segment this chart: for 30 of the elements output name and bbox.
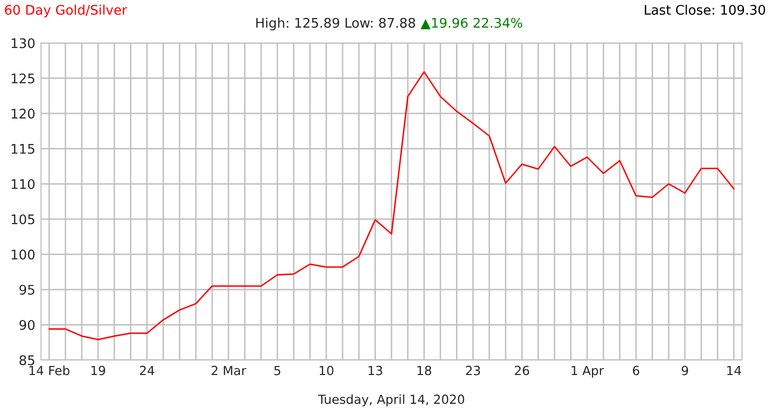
y-tick-label: 125: [12, 73, 34, 84]
x-tick-label: 13: [368, 366, 382, 376]
x-tick-label: 1 Apr: [572, 366, 604, 378]
x-tick-label: 26: [514, 366, 530, 376]
x-axis-title: Tuesday, April 14, 2020: [318, 394, 464, 406]
y-tick-label: 115: [12, 144, 34, 154]
y-tick-label: 120: [12, 108, 35, 119]
y-tick-label: 105: [12, 214, 34, 224]
line-series: [48, 71, 735, 340]
x-tick-label: 23: [466, 366, 480, 376]
y-tick-label: 130: [12, 38, 35, 48]
chart-title: 60 Day Gold/Silver: [4, 4, 128, 18]
chart-subtitle: High: 125.89 Low: 87.88: [256, 18, 416, 30]
y-tick-label: 110: [12, 179, 35, 190]
x-tick-label: 2 Mar: [212, 366, 246, 376]
x-tick-label: 14 Feb: [30, 366, 70, 376]
x-tick-label: 24: [140, 366, 154, 376]
x-tick-label: 18: [418, 366, 432, 376]
x-tick-label: 5: [274, 366, 280, 376]
text: ▲19.96 22.34%: [420, 18, 522, 30]
y-tick-label: 85: [20, 355, 34, 366]
x-tick-label: 6: [632, 366, 640, 376]
x-tick-label: 10: [320, 366, 334, 376]
y-tick-label: 100: [12, 250, 35, 260]
text: Last Close: 109.30: [644, 4, 766, 15]
y-tick-label: 90: [19, 320, 35, 330]
x-tick-label: 19: [91, 366, 106, 376]
y-tick-label: 95: [19, 284, 34, 295]
x-tick-label: 14: [727, 366, 742, 376]
x-tick-label: 9: [682, 366, 688, 376]
